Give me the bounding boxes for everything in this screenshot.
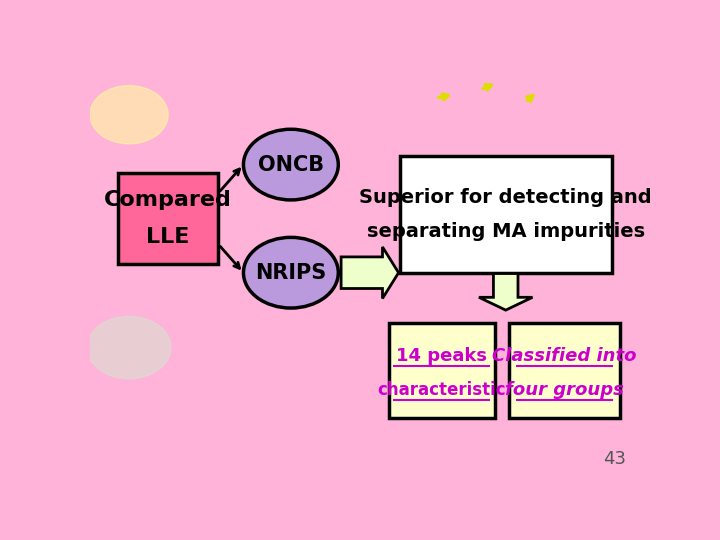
Text: separating MA impurities: separating MA impurities <box>366 221 645 241</box>
Text: Compared: Compared <box>104 190 232 210</box>
Circle shape <box>90 85 168 144</box>
Circle shape <box>121 196 182 241</box>
FancyBboxPatch shape <box>389 322 495 418</box>
FancyBboxPatch shape <box>400 156 612 273</box>
Text: LLE: LLE <box>146 227 190 247</box>
Text: Classified into: Classified into <box>492 347 636 365</box>
FancyBboxPatch shape <box>508 322 620 418</box>
Circle shape <box>87 316 171 379</box>
Circle shape <box>243 129 338 200</box>
Text: 14 peaks: 14 peaks <box>396 347 487 365</box>
Text: four groups: four groups <box>505 381 624 399</box>
Text: characteristic: characteristic <box>377 381 506 399</box>
Text: NRIPS: NRIPS <box>256 262 326 283</box>
Circle shape <box>243 238 338 308</box>
Text: ONCB: ONCB <box>258 154 324 174</box>
Text: 43: 43 <box>603 450 626 468</box>
FancyBboxPatch shape <box>118 173 218 265</box>
Polygon shape <box>479 274 533 310</box>
Polygon shape <box>341 247 399 299</box>
Text: Superior for detecting and: Superior for detecting and <box>359 188 652 207</box>
